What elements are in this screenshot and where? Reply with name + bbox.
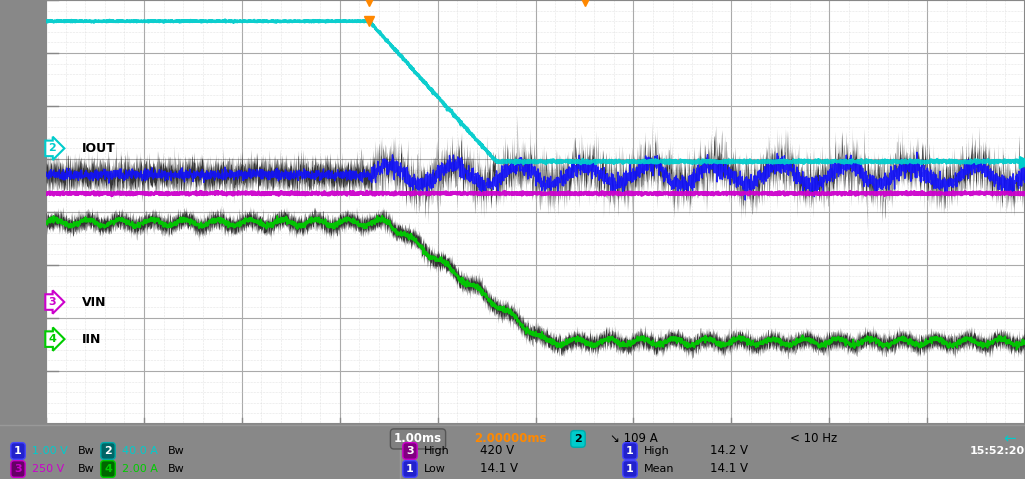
Text: High: High [644, 446, 669, 456]
Text: 4: 4 [105, 464, 112, 474]
Text: 1: 1 [14, 446, 22, 456]
Text: ←: ← [1003, 432, 1017, 446]
Text: 40.0 A: 40.0 A [122, 446, 158, 456]
Text: Bw: Bw [168, 464, 184, 474]
Text: 14.2 V: 14.2 V [710, 445, 748, 457]
Text: 3: 3 [48, 297, 55, 307]
Text: Bw: Bw [168, 446, 184, 456]
Text: 1: 1 [406, 464, 414, 474]
Text: IOUT: IOUT [82, 142, 116, 155]
Text: 250 V: 250 V [32, 464, 65, 474]
Text: 1: 1 [626, 446, 633, 456]
Text: Mean: Mean [644, 464, 674, 474]
Text: ↘ 109 A: ↘ 109 A [610, 433, 658, 445]
Text: 3: 3 [14, 464, 22, 474]
Text: 14.1 V: 14.1 V [480, 463, 518, 476]
Text: 3: 3 [406, 446, 414, 456]
Text: Bw: Bw [78, 446, 94, 456]
Text: 2.00000ms: 2.00000ms [474, 433, 546, 445]
Text: 1: 1 [626, 464, 633, 474]
Text: < 10 Hz: < 10 Hz [790, 433, 837, 445]
Text: 2: 2 [48, 143, 55, 153]
Text: 1.00ms: 1.00ms [394, 433, 442, 445]
Text: High: High [424, 446, 450, 456]
Text: 1.00 V: 1.00 V [32, 446, 68, 456]
Text: VIN: VIN [82, 296, 107, 308]
Text: Bw: Bw [78, 464, 94, 474]
Text: 14.1 V: 14.1 V [710, 463, 748, 476]
Text: 15:52:20: 15:52:20 [970, 446, 1024, 456]
Text: 420 V: 420 V [480, 445, 515, 457]
Text: 2: 2 [105, 446, 112, 456]
Text: IIN: IIN [82, 332, 101, 346]
Text: 4: 4 [48, 334, 56, 344]
Text: 2.00 A: 2.00 A [122, 464, 158, 474]
Text: 2: 2 [574, 434, 582, 444]
Text: Low: Low [424, 464, 446, 474]
